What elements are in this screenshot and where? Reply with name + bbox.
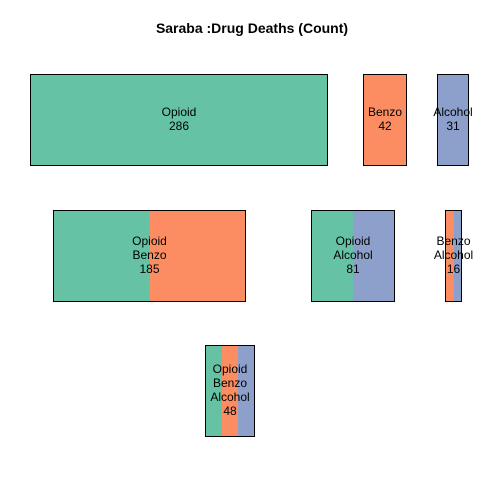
label-benzo-alcohol: BenzoAlcohol16 xyxy=(379,235,504,276)
label-opioid-benzo: OpioidBenzo185 xyxy=(75,235,225,276)
venn-count-chart: Saraba :Drug Deaths (Count) Opioid286 Ben… xyxy=(0,0,504,504)
label-opioid-benzo-alcohol: OpioidBenzoAlcohol48 xyxy=(155,363,305,418)
chart-title: Saraba :Drug Deaths (Count) xyxy=(0,20,504,36)
label-opioid: Opioid286 xyxy=(104,106,254,134)
label-alcohol: Alcohol31 xyxy=(378,106,504,134)
